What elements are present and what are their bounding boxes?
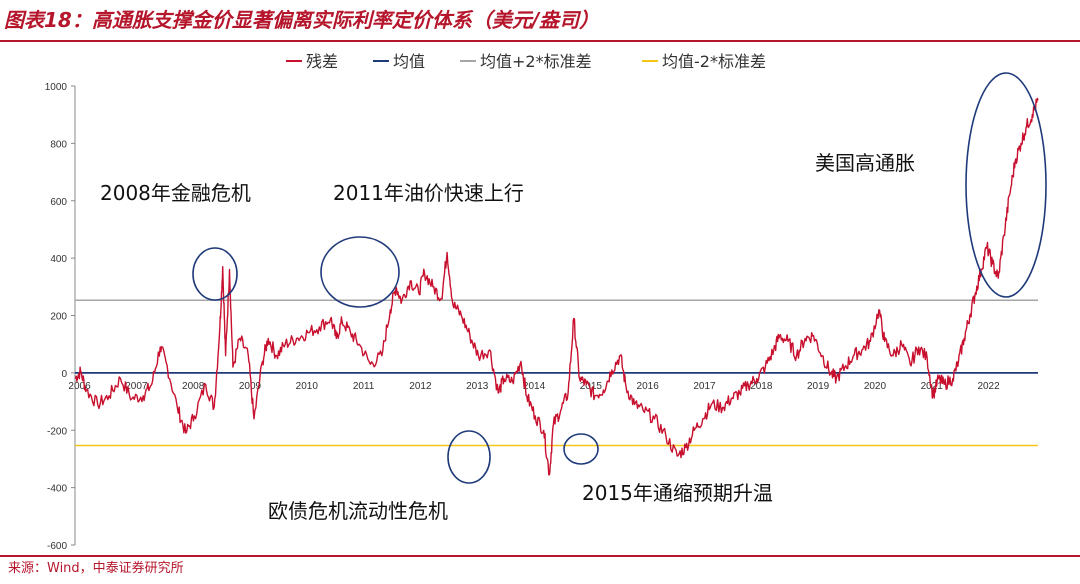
legend-label-minus2sd: 均值-2*标准差 <box>662 52 766 71</box>
y-tick-label: 1000 <box>45 82 68 93</box>
residual-series-line <box>74 97 1039 476</box>
legend: 残差 均值 均值+2*标准差 均值-2*标准差 <box>286 52 766 71</box>
x-tick-label: 2011 <box>353 381 375 392</box>
source-note: 来源：Wind，中泰证券研究所 <box>8 561 184 576</box>
y-tick-label: 800 <box>50 139 67 150</box>
x-tick-label: 2019 <box>807 381 830 392</box>
x-tick-label: 2016 <box>637 381 660 392</box>
legend-label-residual: 残差 <box>306 52 338 71</box>
chart: 残差 均值 均值+2*标准差 均值-2*标准差 -600-400-2000200… <box>45 52 1047 552</box>
legend-item-minus2sd: 均值-2*标准差 <box>642 52 766 71</box>
annotation-2011-oil-surge: 2011年油价快速上行 <box>333 181 524 205</box>
x-tick-label: 2017 <box>693 381 716 392</box>
y-tick-label: -600 <box>47 541 67 552</box>
legend-label-mean: 均值 <box>393 52 425 71</box>
y-axis-ticks: -600 -400 -200 0 200 400 600 800 1000 <box>45 82 75 552</box>
highlight-circle-euro-crisis <box>447 430 491 484</box>
legend-label-plus2sd: 均值+2*标准差 <box>480 52 592 71</box>
highlight-circle-2011 <box>320 236 400 308</box>
x-tick-label: 2010 <box>296 381 319 392</box>
chart-title: 图表18：高通胀支撑金价显著偏离实际利率定价体系（美元/盎司） <box>4 8 600 32</box>
y-tick-label: -200 <box>47 426 67 437</box>
highlight-circle-us-inflation <box>965 72 1047 298</box>
highlight-circle-2008 <box>192 247 238 301</box>
legend-item-mean: 均值 <box>373 52 425 71</box>
source-divider <box>0 555 1080 557</box>
x-tick-label: 2008 <box>182 381 205 392</box>
y-tick-label: -400 <box>47 484 67 495</box>
x-tick-label: 2006 <box>68 381 91 392</box>
x-tick-label: 2013 <box>466 381 489 392</box>
x-tick-label: 2009 <box>239 381 262 392</box>
x-tick-label: 2007 <box>125 381 148 392</box>
x-tick-label: 2018 <box>750 381 773 392</box>
x-tick-label: 2020 <box>864 381 887 392</box>
x-tick-label: 2015 <box>580 381 603 392</box>
highlight-circle-2015 <box>563 433 599 465</box>
y-tick-label: 400 <box>50 254 67 265</box>
annotation-2008-financial-crisis: 2008年金融危机 <box>100 181 251 205</box>
legend-item-plus2sd: 均值+2*标准差 <box>460 52 592 71</box>
annotation-us-inflation: 美国高通胀 <box>815 151 915 175</box>
x-tick-label: 2012 <box>409 381 432 392</box>
annotation-euro-debt-crisis: 欧债危机流动性危机 <box>268 499 448 523</box>
y-tick-label: 200 <box>50 312 67 323</box>
legend-item-residual: 残差 <box>286 52 338 71</box>
x-tick-label: 2014 <box>523 381 546 392</box>
annotation-2015-deflation: 2015年通缩预期升温 <box>582 481 773 505</box>
y-tick-label: 0 <box>61 369 67 380</box>
x-tick-label: 2022 <box>977 381 1000 392</box>
x-axis-ticks: 2006 2007 2008 2009 2010 2011 2012 2013 2014 2015… <box>68 381 1000 392</box>
title-divider <box>0 40 1080 42</box>
y-tick-label: 600 <box>50 197 67 208</box>
